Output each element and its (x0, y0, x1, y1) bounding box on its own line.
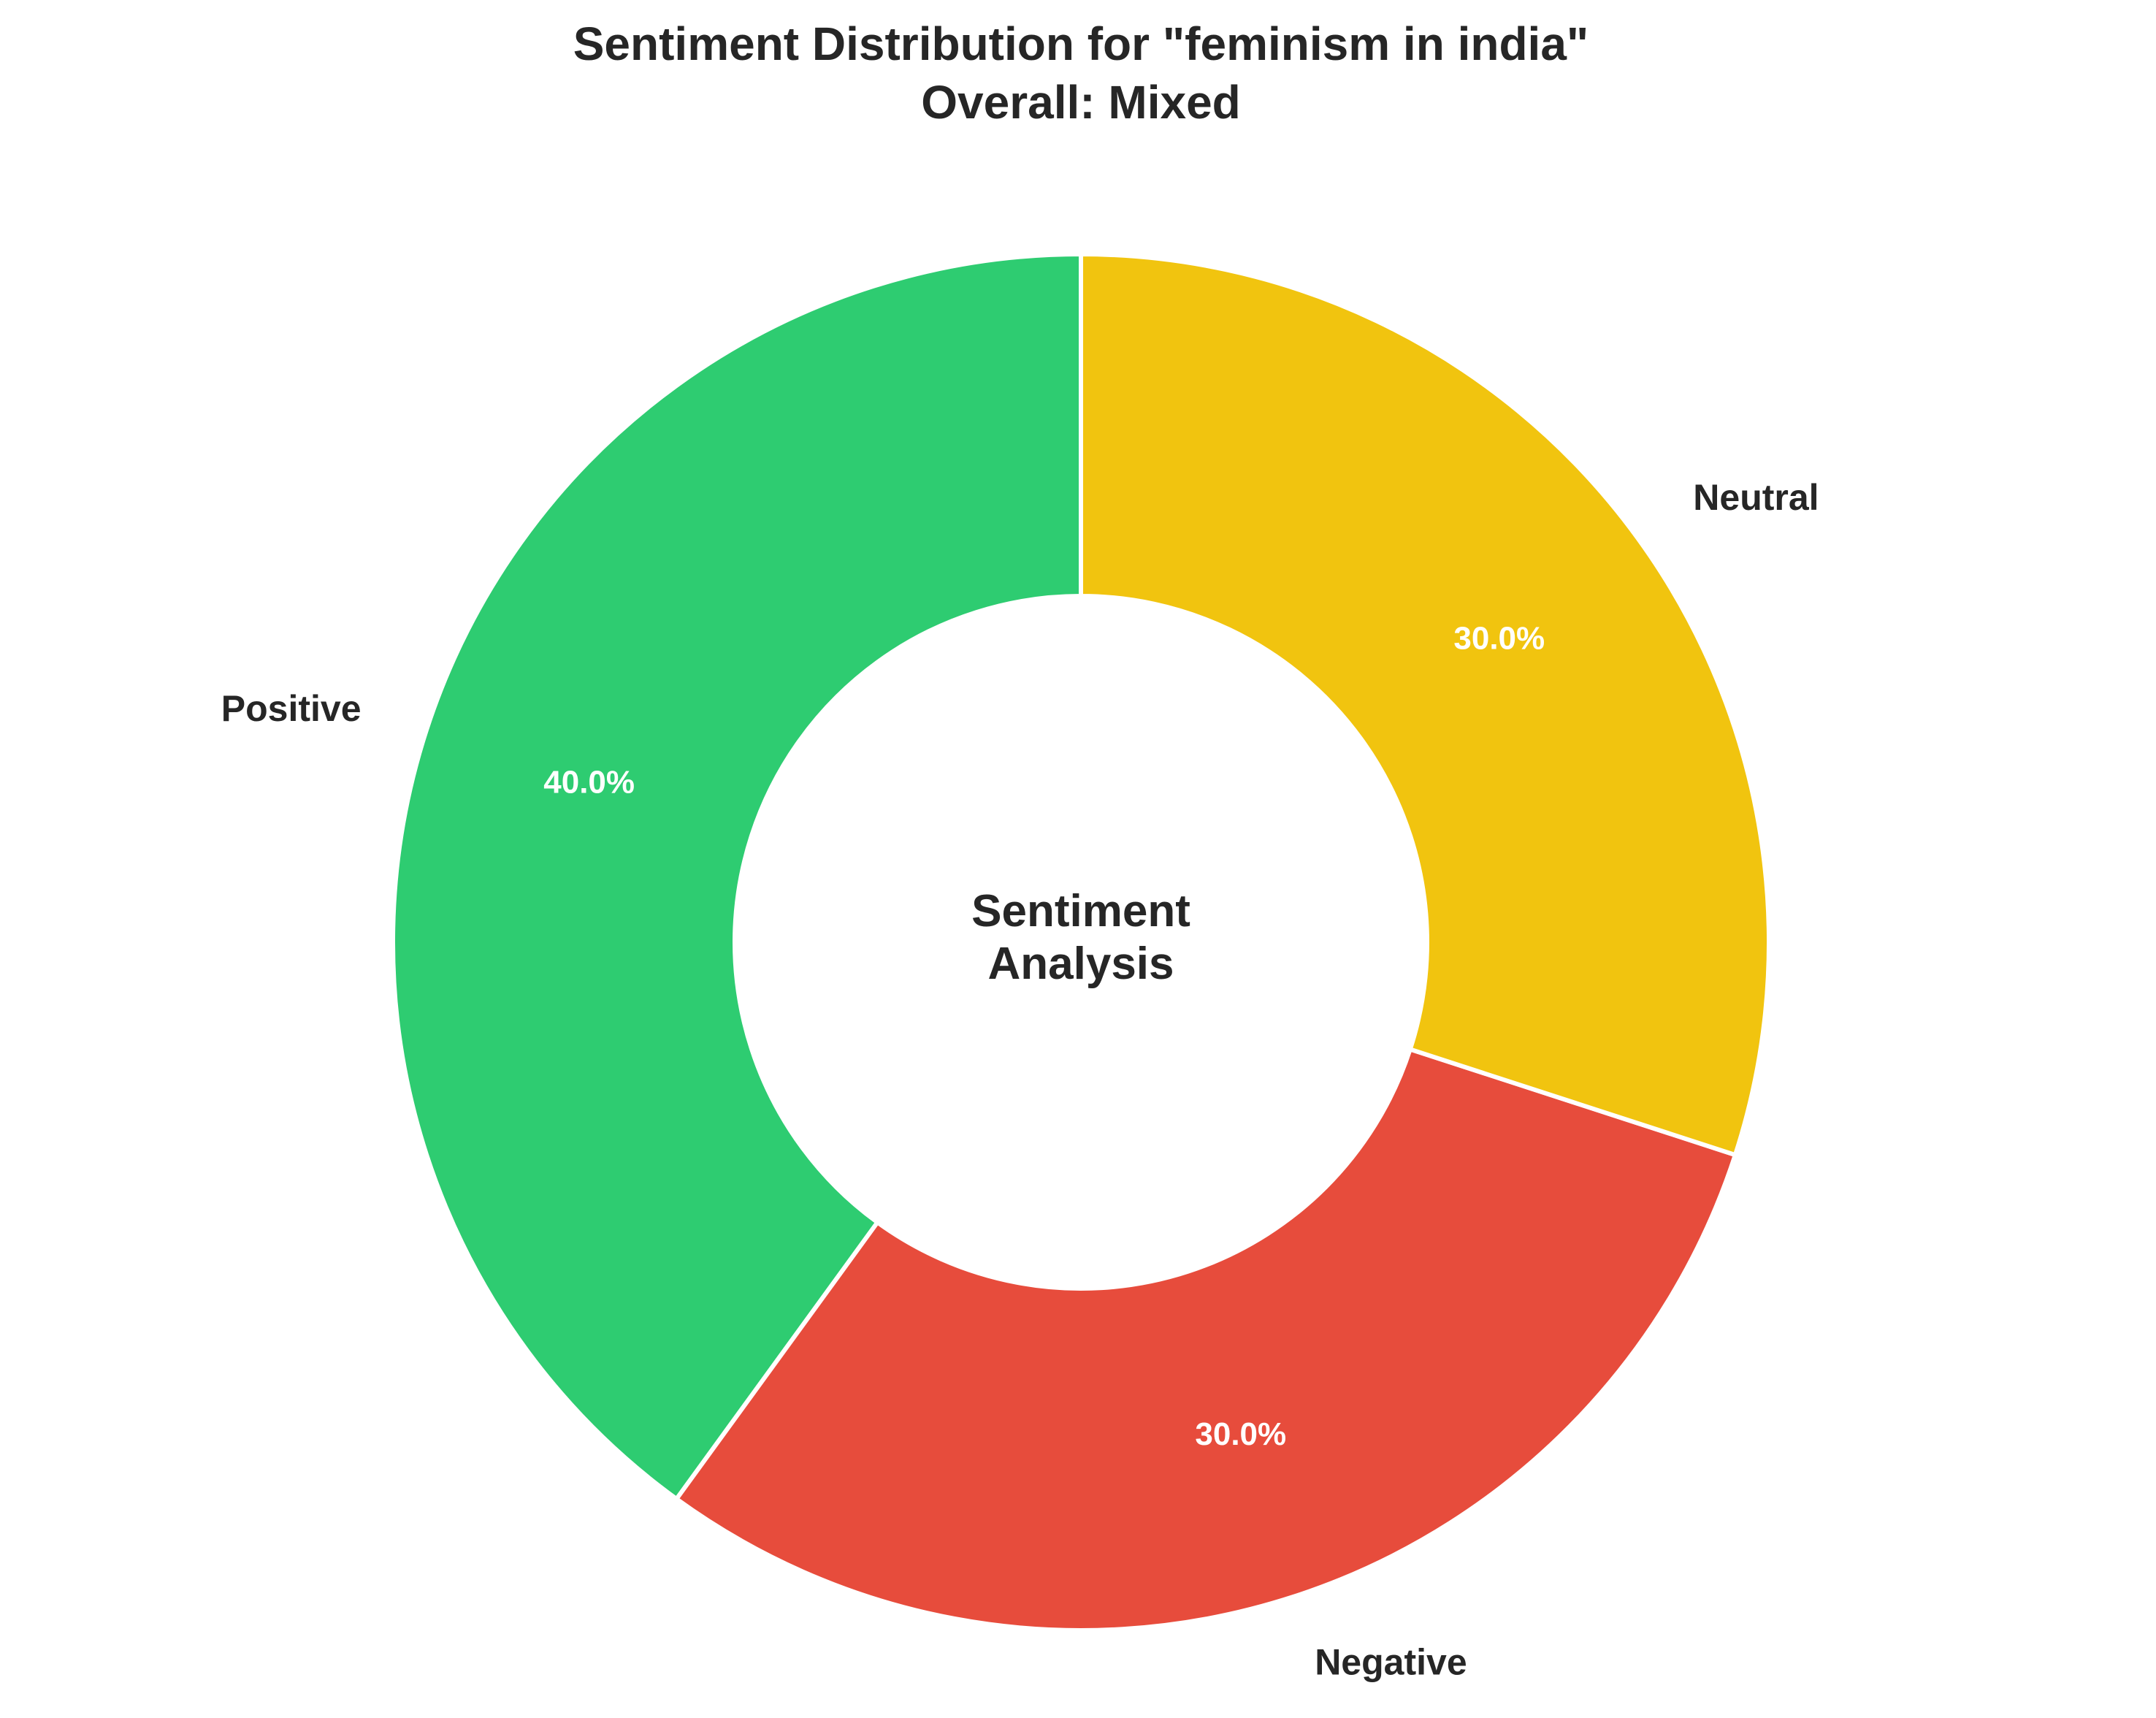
percent-label-negative: 30.0% (1195, 1416, 1286, 1452)
pie-labels: Positive 40.0% Negative 30.0% Neutral 30.0% (221, 477, 1819, 1683)
chart-subtitle: Overall: Mixed (921, 76, 1241, 129)
category-label-negative: Negative (1315, 1641, 1467, 1682)
pie-slices (391, 252, 1771, 1633)
category-label-neutral: Neutral (1693, 477, 1819, 518)
pie-slice-positive (391, 252, 1083, 1502)
pie-slice-negative (674, 1047, 1738, 1633)
chart-title: Sentiment Distribution for "feminism in … (573, 18, 1589, 70)
center-label-line-1: Sentiment (971, 886, 1190, 936)
center-label-line-2: Analysis (987, 939, 1174, 989)
percent-label-positive: 40.0% (543, 765, 635, 801)
percent-label-neutral: 30.0% (1453, 620, 1545, 656)
category-label-positive: Positive (221, 688, 362, 729)
pie-slice-neutral (1079, 252, 1771, 1158)
